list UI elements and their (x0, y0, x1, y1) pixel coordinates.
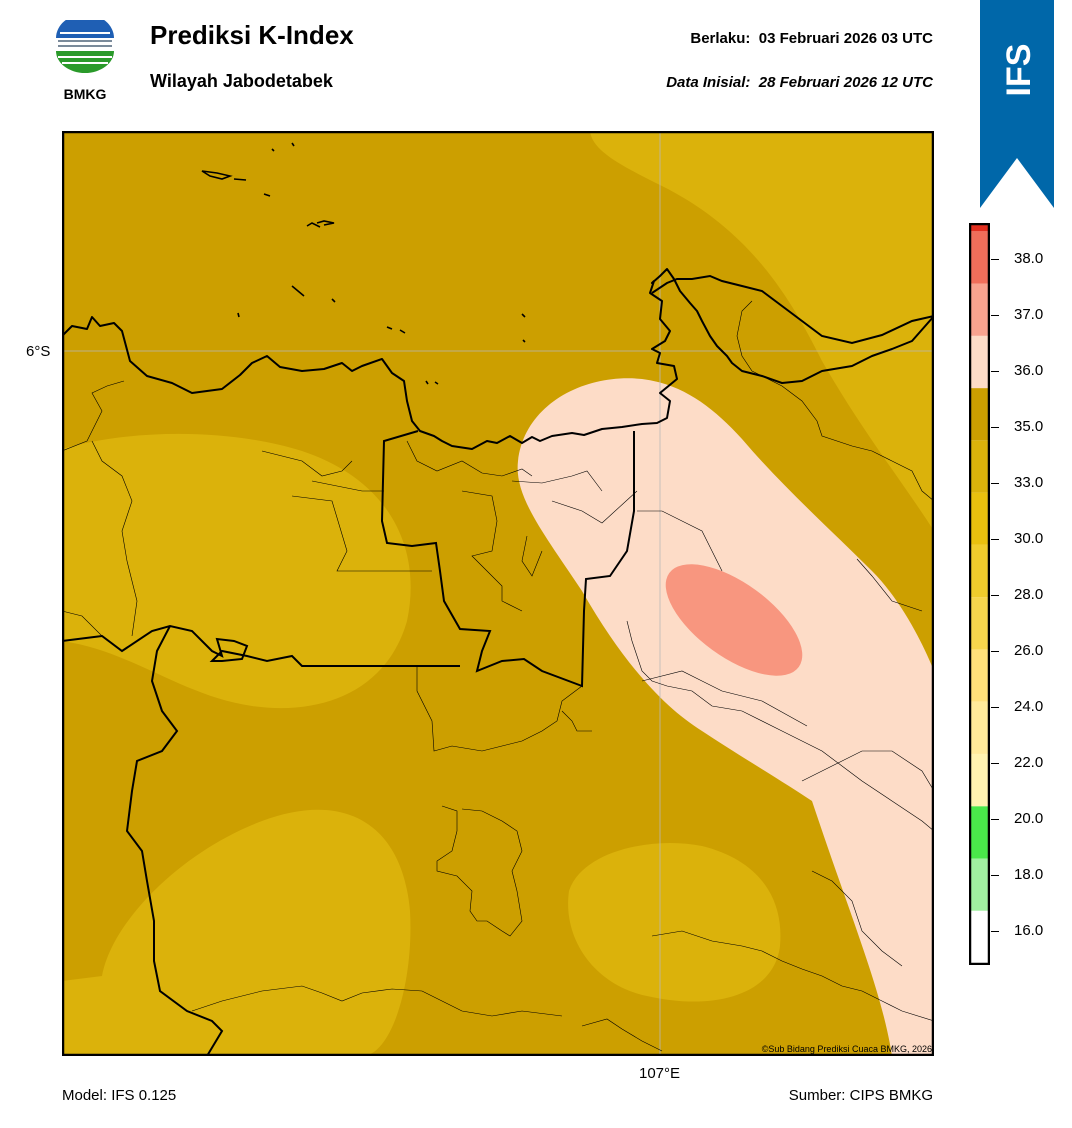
colorbar-band (970, 224, 989, 232)
zone-k-30-33-west (62, 433, 411, 709)
zone-k-30-33-ne (590, 131, 934, 531)
model-label: Model: IFS 0.125 (62, 1087, 177, 1104)
province-border-west (125, 625, 224, 1056)
colorbar-tick-mark (991, 651, 999, 652)
colorbar-tick-mark (991, 315, 999, 316)
colorbar-tick-label: 38.0 (1014, 250, 1044, 267)
colorbar-band (970, 806, 989, 859)
colorbar-frame (968, 222, 991, 966)
valid-value: 03 Februari 2026 03 UTC (758, 30, 933, 47)
colorbar-tick-label: 33.0 (1014, 474, 1044, 491)
colorbar-band (970, 283, 989, 336)
district-borders (62, 300, 934, 1052)
colorbar-band (970, 231, 989, 284)
colorbar-tick-label: 30.0 (1014, 530, 1044, 547)
colorbar-tick-mark (991, 539, 999, 540)
colorbar-tick-label: 36.0 (1014, 362, 1044, 379)
colorbar-tick-mark (991, 931, 999, 932)
colorbar-tick-label: 35.0 (1014, 418, 1044, 435)
colorbar-tick-mark (991, 595, 999, 596)
colorbar-tick-label: 16.0 (1014, 922, 1044, 939)
valid-label: Berlaku: (690, 30, 751, 47)
colorbar-band (970, 544, 989, 598)
page-title: Prediksi K-Index (150, 20, 354, 50)
province-border-south (62, 624, 460, 667)
colorbar-tick-mark (991, 819, 999, 820)
colorbar-band (970, 649, 989, 702)
colorbar-tick-label: 22.0 (1014, 754, 1044, 771)
colorbar-tick-label: 20.0 (1014, 810, 1044, 827)
init-value: 28 Februari 2026 12 UTC (758, 74, 933, 91)
colorbar-tick-mark (991, 427, 999, 428)
bmkg-logo: BMKG (52, 14, 118, 102)
init-time: Data Inisial: 28 Februari 2026 12 UTC (666, 74, 933, 91)
colorbar-svg (968, 222, 991, 966)
valid-time: Berlaku: 03 Februari 2026 03 UTC (690, 30, 933, 47)
colorbar-band (970, 701, 989, 754)
source-label: Sumber: CIPS BMKG (788, 1087, 933, 1104)
map-frame (61, 130, 935, 1057)
colorbar-band (970, 858, 989, 911)
model-badge: IFS (980, 0, 1054, 208)
colorbar-tick-mark (991, 483, 999, 484)
colorbar-band (970, 335, 989, 389)
zone-k-35-36 (517, 378, 934, 1056)
k-index-map (61, 130, 935, 1057)
coastline-north-cape (651, 274, 934, 345)
logo-text: BMKG (64, 86, 107, 102)
colorbar (968, 222, 991, 966)
colorbar-band (970, 753, 989, 807)
colorbar-tick-mark (991, 371, 999, 372)
zone-k-36-37 (665, 564, 803, 676)
colorbar-band (970, 388, 989, 441)
colorbar-tick-label: 26.0 (1014, 642, 1044, 659)
page-subtitle: Wilayah Jabodetabek (150, 71, 333, 91)
colorbar-band (970, 440, 989, 493)
province-border-banten-jakarta (380, 430, 635, 688)
colorbar-band (970, 597, 989, 650)
colorbar-tick-mark (991, 707, 999, 708)
colorbar-band (970, 492, 989, 545)
colorbar-tick-label: 24.0 (1014, 698, 1044, 715)
colorbar-tick-label: 18.0 (1014, 866, 1044, 883)
copyright-text: ©Sub Bidang Prediksi Cuaca BMKG, 2026 (761, 1044, 932, 1054)
colorbar-tick-mark (991, 875, 999, 876)
zone-k-30-33-sw (62, 809, 411, 1056)
badge-text: IFS (1000, 44, 1038, 97)
colorbar-tick-mark (991, 763, 999, 764)
init-label: Data Inisial: (666, 74, 751, 91)
zone-k-30-33-south (568, 843, 781, 1002)
thousand-islands (201, 142, 526, 385)
colorbar-tick-mark (991, 259, 999, 260)
coastline (62, 268, 934, 450)
lon-label: 107°E (639, 1065, 681, 1082)
colorbar-band (970, 910, 989, 963)
lat-label: 6°S (26, 343, 51, 360)
map-canvas (61, 130, 935, 1057)
colorbar-tick-label: 37.0 (1014, 306, 1044, 323)
colorbar-tick-label: 28.0 (1014, 586, 1044, 603)
